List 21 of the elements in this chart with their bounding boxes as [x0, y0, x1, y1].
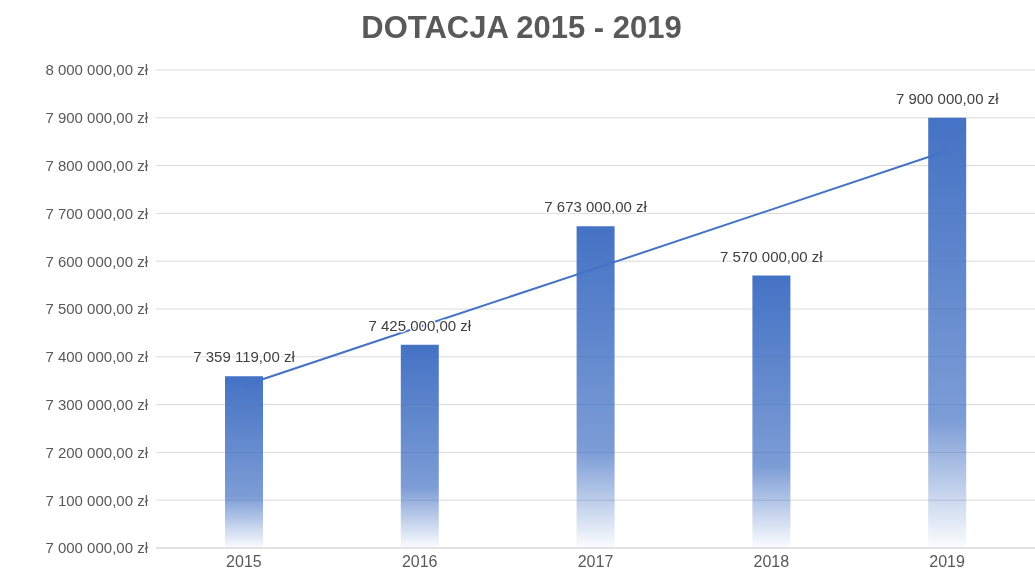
y-tick-label: 7 500 000,00 zł	[45, 300, 149, 318]
y-tick-label: 7 100 000,00 zł	[45, 491, 149, 509]
chart-title: DOTACJA 2015 - 2019	[360, 9, 683, 47]
data-label: 7 359 119,00 zł	[193, 348, 296, 366]
x-tick-label: 2019	[929, 553, 965, 571]
y-tick-label: 7 700 000,00 zł	[45, 204, 149, 222]
y-tick-label: 7 400 000,00 zł	[45, 348, 149, 366]
y-tick-label: 7 800 000,00 zł	[45, 156, 149, 174]
y-tick-label: 8 000 000,00 zł	[45, 61, 149, 79]
y-tick-label: 7 900 000,00 zł	[45, 109, 149, 127]
data-label: 7 900 000,00 zł	[895, 89, 1000, 107]
data-label: 7 570 000,00 zł	[720, 247, 824, 265]
x-tick-label: 2016	[401, 553, 438, 571]
y-tick-label: 7 600 000,00 zł	[45, 252, 149, 270]
x-tick-label: 2015	[226, 553, 262, 571]
y-tick-label: 7 300 000,00 zł	[45, 395, 149, 413]
data-label: 7 673 000,00 zł	[544, 198, 648, 216]
x-tick-label: 2017	[577, 553, 614, 571]
y-tick-label: 7 000 000,00 zł	[45, 539, 149, 557]
y-tick-label: 7 200 000,00 zł	[45, 443, 149, 461]
x-tick-label: 2018	[753, 553, 790, 571]
